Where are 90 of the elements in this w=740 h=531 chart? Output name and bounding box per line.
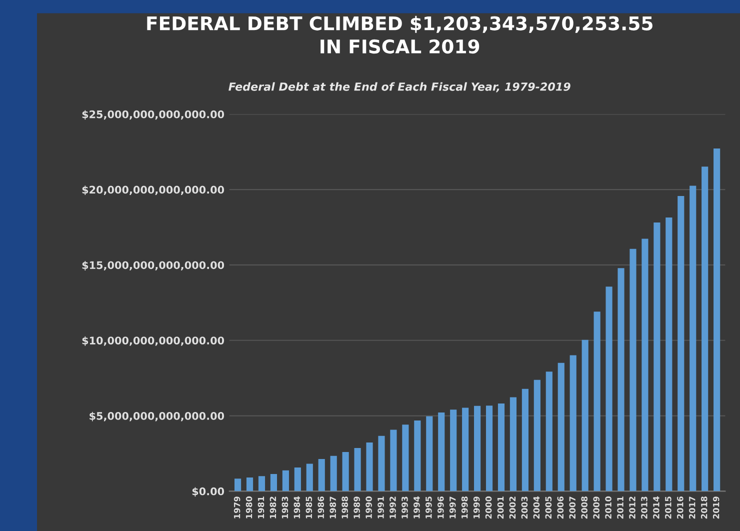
bar bbox=[630, 248, 636, 492]
bar bbox=[390, 430, 397, 492]
x-tick-label: 1999 bbox=[473, 496, 480, 518]
x-tick-label: 2015 bbox=[665, 496, 672, 519]
bar bbox=[594, 312, 600, 492]
bar bbox=[438, 412, 445, 492]
bar bbox=[666, 217, 672, 492]
bar bbox=[702, 166, 708, 492]
bar bbox=[294, 468, 301, 492]
x-tick-label: 2016 bbox=[677, 496, 684, 519]
x-tick-label: 1989 bbox=[354, 496, 360, 518]
bar bbox=[270, 474, 278, 492]
x-tick-label: 2017 bbox=[688, 496, 696, 519]
x-tick-label: 1997 bbox=[449, 496, 456, 518]
x-tick-label: 1991 bbox=[378, 496, 384, 518]
x-tick-label: 1993 bbox=[402, 496, 408, 518]
bar bbox=[366, 442, 373, 492]
x-tick-label: 2002 bbox=[509, 496, 516, 519]
bar bbox=[690, 186, 696, 492]
y-tick-label: $15,000,000,000,000.00 bbox=[82, 261, 224, 270]
bar bbox=[618, 268, 624, 492]
x-tick-label: 1982 bbox=[270, 496, 276, 518]
y-tick-label: $5,000,000,000,000.00 bbox=[90, 412, 224, 422]
x-tick-label: 1990 bbox=[366, 496, 372, 518]
bar bbox=[570, 355, 576, 492]
x-tick-label: 2000 bbox=[485, 496, 492, 519]
y-tick-label: $0.00 bbox=[192, 487, 224, 497]
x-tick-label: 2003 bbox=[521, 496, 528, 519]
x-tick-label: 1983 bbox=[282, 496, 288, 518]
bar bbox=[522, 388, 528, 492]
x-tick-label: 1979 bbox=[234, 496, 240, 518]
bar bbox=[654, 222, 660, 492]
x-tick-label: 2010 bbox=[605, 496, 612, 519]
bar bbox=[486, 406, 493, 492]
bar bbox=[246, 477, 254, 492]
x-tick-label: 2004 bbox=[533, 496, 540, 519]
bar bbox=[606, 286, 612, 492]
chart-title: FEDERAL DEBT CLIMBED $1,203,343,570,253.55 IN FISCAL 2019 bbox=[147, 16, 652, 54]
bar bbox=[450, 410, 457, 492]
x-tick-label: 1995 bbox=[426, 496, 432, 518]
bar bbox=[414, 420, 421, 492]
bar bbox=[462, 408, 469, 492]
x-tick-label: 2005 bbox=[545, 496, 552, 519]
x-tick-label: 2019 bbox=[712, 496, 720, 519]
x-tick-label: 2006 bbox=[557, 496, 564, 519]
chart-subtitle: Federal Debt at the End of Each Fiscal Year, 1979-2019 bbox=[228, 82, 570, 92]
x-tick-label: 1994 bbox=[414, 496, 420, 518]
bar bbox=[234, 478, 242, 492]
y-tick-label: $10,000,000,000,000.00 bbox=[82, 336, 224, 346]
bar bbox=[678, 196, 684, 492]
bar bbox=[474, 406, 481, 492]
x-tick-label: 1985 bbox=[306, 496, 312, 518]
x-tick-label: 2008 bbox=[581, 496, 588, 519]
x-tick-label: 2013 bbox=[641, 496, 648, 519]
bar bbox=[330, 456, 337, 492]
x-tick-label: 1996 bbox=[437, 496, 444, 518]
bar bbox=[318, 459, 325, 492]
bar bbox=[426, 416, 433, 492]
bar bbox=[498, 404, 505, 492]
bar bbox=[258, 476, 266, 492]
bar bbox=[534, 380, 540, 492]
bar bbox=[282, 470, 289, 492]
x-tick-label: 1992 bbox=[390, 496, 396, 518]
x-tick-label: 2018 bbox=[700, 496, 708, 519]
x-tick-label: 1986 bbox=[318, 496, 324, 518]
x-tick-label: 1998 bbox=[461, 496, 468, 518]
bar bbox=[510, 397, 517, 492]
x-tick-label: 2011 bbox=[617, 496, 624, 519]
bar bbox=[378, 436, 385, 492]
x-tick-label: 1988 bbox=[342, 496, 348, 518]
bar bbox=[402, 424, 409, 492]
x-tick-label: 2012 bbox=[629, 496, 636, 519]
y-tick-label: $25,000,000,000,000.00 bbox=[82, 110, 224, 120]
bar bbox=[306, 464, 313, 492]
bar bbox=[342, 452, 349, 492]
x-tick-label: 2009 bbox=[593, 496, 600, 519]
bar bbox=[582, 340, 588, 492]
bar bbox=[714, 148, 720, 492]
y-tick-label: $20,000,000,000,000.00 bbox=[82, 186, 224, 196]
bar bbox=[558, 362, 564, 492]
x-tick-label: 2007 bbox=[569, 496, 576, 519]
bar bbox=[354, 448, 361, 492]
x-tick-label: 1980 bbox=[246, 496, 252, 518]
bar bbox=[642, 238, 648, 492]
x-tick-label: 1981 bbox=[258, 496, 264, 518]
x-tick-label: 2001 bbox=[497, 496, 504, 519]
bar bbox=[546, 372, 552, 492]
x-tick-label: 2014 bbox=[653, 496, 660, 519]
x-tick-label: 1984 bbox=[294, 496, 300, 518]
x-tick-label: 1987 bbox=[330, 496, 336, 518]
